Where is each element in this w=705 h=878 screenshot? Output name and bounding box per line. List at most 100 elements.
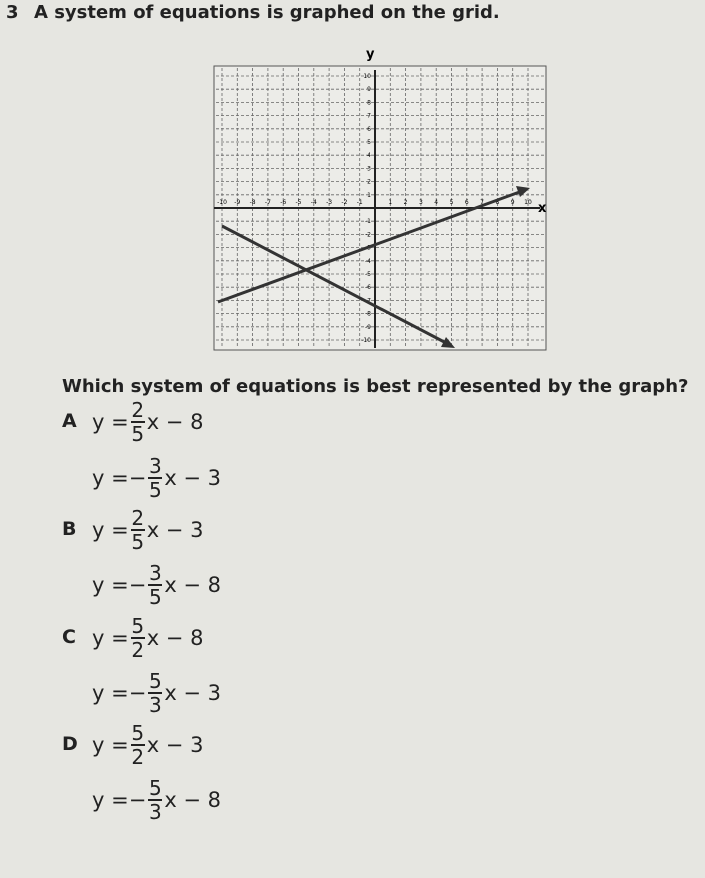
numerator: 5	[131, 614, 145, 638]
line-falling	[221, 224, 451, 347]
equation-rhs: x − 3	[146, 518, 204, 542]
option-letter: B	[62, 518, 77, 540]
x-tick-label: -5	[296, 199, 302, 206]
x-tick-label: 2	[404, 199, 408, 206]
y-tick-label: -4	[365, 258, 371, 265]
y-tick-label: -10	[361, 337, 371, 344]
denominator: 5	[131, 422, 145, 446]
option-letter: A	[62, 410, 77, 432]
x-axis-label: x	[538, 201, 547, 216]
equation-lhs: y =	[92, 733, 129, 757]
y-tick-label: 4	[367, 152, 371, 159]
question-prompt: Which system of equations is best repres…	[62, 376, 689, 397]
fraction-bar	[148, 584, 163, 586]
x-tick-label: -9	[234, 199, 240, 206]
y-tick-label: 10	[363, 73, 371, 80]
fraction-bar	[148, 799, 163, 801]
equation-sign: −	[128, 681, 147, 705]
numerator: 5	[148, 776, 162, 800]
x-tick-label: 4	[434, 199, 438, 206]
denominator: 2	[131, 745, 145, 769]
fraction-bar	[148, 692, 163, 694]
equation: y = −5 3 x − 8	[92, 778, 221, 822]
question-text: A system of equations is graphed on the …	[34, 2, 500, 23]
numerator: 2	[131, 398, 145, 422]
x-tick-label: 10	[524, 199, 532, 206]
y-axis-label: y	[366, 47, 375, 62]
y-tick-label: 7	[367, 113, 371, 120]
equation: y = −3 5 x − 3	[92, 456, 221, 500]
x-tick-label: 1	[388, 199, 392, 206]
equation-rhs: x − 8	[146, 626, 204, 650]
y-tick-label: 8	[367, 99, 371, 106]
x-tick-label: -2	[341, 199, 347, 206]
denominator: 5	[131, 530, 145, 554]
fraction-bar	[130, 421, 145, 423]
equation-rhs: x − 3	[164, 681, 222, 705]
option-letter: C	[62, 626, 76, 648]
x-tick-label: 7	[480, 199, 484, 206]
y-tick-label: -9	[365, 324, 371, 331]
equation-rhs: x − 3	[146, 733, 204, 757]
x-tick-label: -7	[265, 199, 271, 206]
equation-lhs: y =	[92, 573, 129, 597]
fraction-bar	[130, 637, 145, 639]
question-number: 3	[6, 2, 19, 23]
equation-lhs: y =	[92, 626, 129, 650]
x-tick-label: 8	[495, 199, 499, 206]
y-tick-label: -1	[365, 218, 371, 225]
y-tick-label: -6	[365, 284, 371, 291]
y-tick-label: -8	[365, 311, 371, 318]
equation: y = −5 3 x − 3	[92, 671, 221, 715]
x-tick-label: -10	[217, 199, 227, 206]
equation-sign: −	[128, 788, 147, 812]
numerator: 3	[148, 454, 162, 478]
fraction-bar	[148, 477, 163, 479]
numerator: 5	[148, 669, 162, 693]
x-tick-label: -3	[326, 199, 332, 206]
line-rising	[217, 188, 526, 304]
arrow	[516, 186, 530, 197]
option-letter: D	[62, 733, 78, 755]
numerator: 5	[131, 721, 145, 745]
equation-rhs: x − 8	[146, 410, 204, 434]
denominator: 3	[148, 800, 162, 824]
y-tick-label: 9	[367, 86, 371, 93]
arrow	[441, 337, 455, 348]
denominator: 5	[148, 478, 162, 502]
graph: -10 -9 -8 -7 -6 -5 -4 -3 -2 -1 1 2 3 4 5 6 7 8 9 10 10 9 8 7 6 5 4…	[213, 47, 547, 351]
x-tick-label: 6	[465, 199, 469, 206]
y-tick-label: -2	[365, 231, 371, 238]
x-tick-label: -6	[280, 199, 286, 206]
equation-sign: −	[128, 573, 147, 597]
equation-rhs: x − 3	[164, 466, 222, 490]
x-tick-label: -4	[311, 199, 317, 206]
numerator: 3	[148, 561, 162, 585]
equation-lhs: y =	[92, 681, 129, 705]
x-tick-label: 9	[511, 199, 515, 206]
equation: y = −3 5 x − 8	[92, 563, 221, 607]
denominator: 3	[148, 693, 162, 717]
denominator: 2	[131, 638, 145, 662]
y-tick-label: -5	[365, 271, 371, 278]
equation-lhs: y =	[92, 466, 129, 490]
x-tick-label: -8	[250, 199, 256, 206]
y-tick-label: 1	[367, 192, 371, 199]
equation-sign: −	[128, 466, 147, 490]
equation-rhs: x − 8	[164, 788, 222, 812]
numerator: 2	[131, 506, 145, 530]
denominator: 5	[148, 585, 162, 609]
equation-lhs: y =	[92, 788, 129, 812]
x-tick-label: 3	[419, 199, 423, 206]
